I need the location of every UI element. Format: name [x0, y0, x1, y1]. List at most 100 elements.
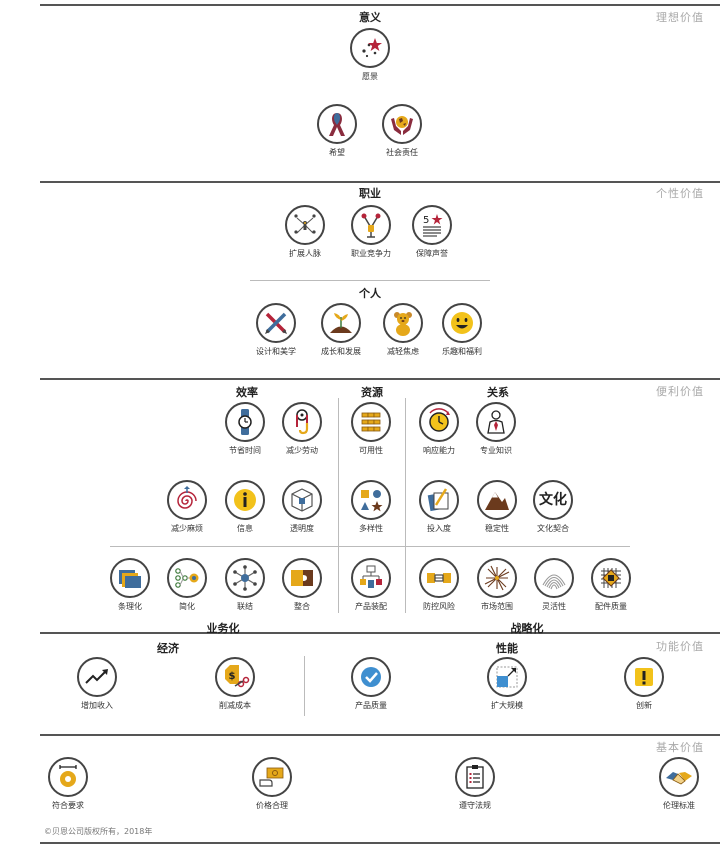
dots-funnel-icon [167, 558, 207, 598]
element-hope: 希望 [302, 104, 372, 158]
blocks-chain-icon [419, 558, 459, 598]
svg-text:$: $ [229, 671, 236, 682]
tier-label-functional: 功能价值 [656, 640, 704, 653]
ribbon-icon [317, 104, 357, 144]
spiral-at-icon [167, 480, 207, 520]
folders-icon [110, 558, 150, 598]
transparency-label: 透明度 [290, 524, 314, 533]
divider-ease-row [110, 546, 630, 547]
info-icon [225, 480, 265, 520]
hub-nodes-icon [225, 558, 265, 598]
element-simplification: 简化 [152, 558, 222, 612]
social-responsibility-label: 社会责任 [386, 148, 418, 157]
divider-economics-performance [304, 656, 305, 716]
element-reduces-hassles: 减少麻烦 [152, 480, 222, 534]
scalability-label: 扩大规模 [491, 701, 523, 710]
culture-text-icon: 文化 [533, 480, 573, 520]
element-component-quality: 配件质量 [576, 558, 646, 612]
tier-label-table-stakes: 基本价值 [656, 741, 704, 754]
cost-reduction-label: 削减成本 [219, 701, 251, 710]
element-design-aesthetics: 设计和美学 [241, 303, 311, 357]
puzzle-pieces-icon [282, 558, 322, 598]
stopwatch-icon [419, 402, 459, 442]
section-title-relationship: 关系 [487, 386, 509, 399]
element-flexibility: 灵活性 [519, 558, 589, 612]
element-availability: 可用性 [336, 402, 406, 456]
network-icon [285, 205, 325, 245]
element-time-savings: 节省时间 [210, 402, 280, 456]
cards-pen-icon [419, 480, 459, 520]
section-title-resources: 资源 [361, 386, 383, 399]
element-transparency: 透明度 [267, 480, 337, 534]
svg-text:5: 5 [423, 215, 429, 226]
ethical-standards-label: 伦理标准 [663, 801, 695, 810]
tier-divider-functional [40, 632, 720, 634]
section-title-strategic: 战略化 [510, 622, 544, 635]
vision-label: 愿景 [362, 72, 378, 81]
provides-access-label: 保障声誉 [416, 249, 448, 258]
time-savings-label: 节省时间 [229, 446, 261, 455]
element-reach: 市场范围 [462, 558, 532, 612]
element-provides-access: 5 保障声誉 [397, 205, 467, 259]
flexibility-label: 灵活性 [542, 602, 566, 611]
element-stability: 稳定性 [462, 480, 532, 534]
tier-divider-individual [40, 181, 720, 183]
vision-icon [350, 28, 390, 68]
stability-label: 稳定性 [485, 524, 509, 533]
copyright-notice: ©贝恩公司版权所有，2018年 [44, 827, 153, 836]
element-fun-entertainment: 乐趣和福利 [427, 303, 497, 357]
innovation-label: 创新 [636, 701, 652, 710]
hands-globe-icon [382, 104, 422, 144]
culture-glyph: 文化 [539, 492, 567, 508]
element-network-expansion: 扩展人脉 [270, 205, 340, 259]
transparent-cube-icon [282, 480, 322, 520]
shapes-icon [351, 480, 391, 520]
section-title-performance: 性能 [496, 642, 518, 655]
element-increased-revenue: 增加收入 [62, 657, 132, 711]
simplification-label: 简化 [179, 602, 195, 611]
scale-expand-icon [487, 657, 527, 697]
self-actualization-label: 成长和发展 [321, 347, 361, 356]
price-tag-scissors-icon: $ [215, 657, 255, 697]
section-title-career: 职业 [359, 187, 381, 200]
pencil-brush-icon [256, 303, 296, 343]
element-risk-reduction: 防控风险 [404, 558, 474, 612]
divider-career-personal [250, 280, 490, 281]
variety-label: 多样性 [359, 524, 383, 533]
section-title-economic: 经济 [157, 642, 179, 655]
fun-entertainment-label: 乐趣和福利 [442, 347, 482, 356]
element-configurability: 产品装配 [336, 558, 406, 612]
professional-person-icon [476, 402, 516, 442]
meeting-specifications-label: 符合要求 [52, 801, 84, 810]
tier-label-individual: 个性价值 [656, 187, 704, 200]
spec-washer-icon [48, 757, 88, 797]
element-cost-reduction: $ 削减成本 [200, 657, 270, 711]
chip-icon [591, 558, 631, 598]
section-title-efficiency: 效率 [236, 386, 258, 399]
configurability-label: 产品装配 [355, 602, 387, 611]
divider-resources-relationship [405, 398, 406, 613]
availability-label: 可用性 [359, 446, 383, 455]
element-cultural-fit: 文化 文化契合 [518, 480, 588, 534]
tier-label-ease: 便利价值 [656, 385, 704, 398]
pulley-hook-icon [282, 402, 322, 442]
connects-label: 联结 [237, 602, 253, 611]
tier-divider-ease [40, 378, 720, 380]
exclamation-box-icon [624, 657, 664, 697]
responsiveness-label: 响应能力 [423, 446, 455, 455]
expertise-label: 专业知识 [480, 446, 512, 455]
tier-divider-inspirational [40, 4, 720, 6]
component-quality-label: 配件质量 [595, 602, 627, 611]
microphones-icon [351, 205, 391, 245]
sprout-mound-icon [321, 303, 361, 343]
section-title-meaning: 意义 [359, 11, 381, 24]
handshake-icon [659, 757, 699, 797]
element-connects: 联结 [210, 558, 280, 612]
regulatory-compliance-label: 遵守法规 [459, 801, 491, 810]
organization-label: 条理化 [118, 602, 142, 611]
cultural-fit-label: 文化契合 [537, 524, 569, 533]
risk-reduction-label: 防控风险 [423, 602, 455, 611]
element-reduces-anxiety: 减轻焦虑 [368, 303, 438, 357]
element-vision: 愿景 [335, 28, 405, 82]
element-organization: 条理化 [95, 558, 165, 612]
